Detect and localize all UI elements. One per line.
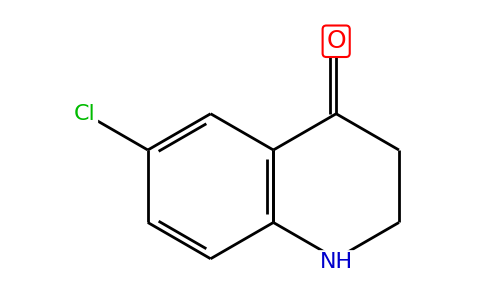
Text: NH: NH — [319, 252, 353, 272]
Text: Cl: Cl — [74, 104, 96, 124]
Text: O: O — [326, 29, 346, 53]
